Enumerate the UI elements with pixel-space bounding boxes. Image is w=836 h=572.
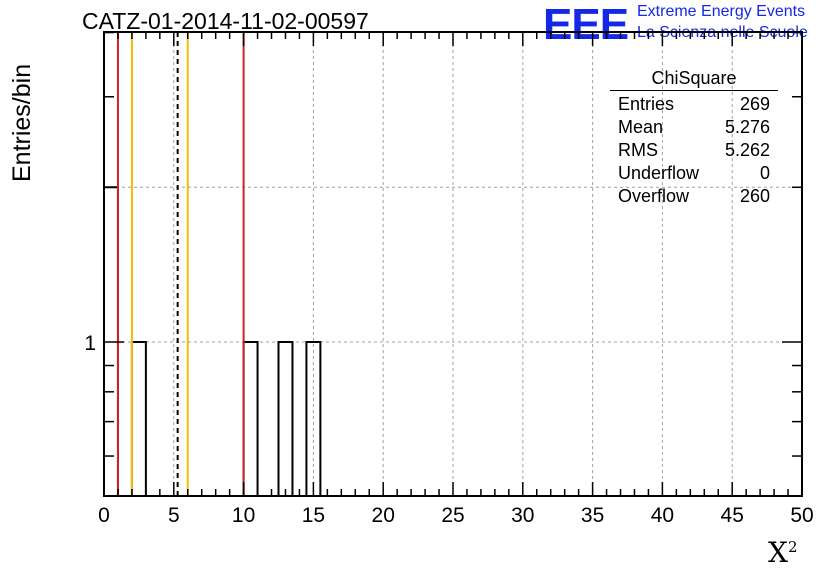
- stats-value: 5.262: [724, 140, 770, 160]
- stats-row-underflow: Underflow 0: [610, 162, 778, 185]
- stats-value: 0: [759, 163, 770, 183]
- reference-lines: [116, 32, 245, 496]
- stats-label: Mean: [618, 117, 664, 137]
- x-tick-label: 0: [98, 504, 110, 527]
- stats-value: 260: [739, 186, 770, 206]
- x-tick-label: 5: [168, 504, 180, 527]
- stats-value: 269: [739, 94, 770, 114]
- x-tick-label: 20: [372, 504, 395, 527]
- y-tick-label: 1: [84, 332, 96, 355]
- x-tick-label: 40: [651, 504, 674, 527]
- stats-box: ChiSquare Entries 269 Mean 5.276 RMS 5.262 …: [610, 68, 778, 208]
- logo-line-1: Extreme Energy Events: [637, 3, 806, 20]
- stats-label: Underflow: [618, 163, 700, 183]
- x-tick-label: 45: [721, 504, 744, 527]
- x-tick-label: 25: [441, 504, 464, 527]
- x-axis-label: X2: [768, 536, 797, 569]
- axis-ticks: 0 5 10 15 20 25 30 35 40 45 50 1: [84, 31, 814, 527]
- stats-row-overflow: Overflow 260: [610, 185, 778, 208]
- x-axis-label-superscript: 2: [787, 538, 798, 556]
- stats-label: Overflow: [618, 186, 690, 206]
- x-tick-label: 35: [581, 504, 604, 527]
- histogram-bin: [242, 341, 259, 496]
- x-tick-label: 10: [232, 504, 255, 527]
- stats-label: Entries: [618, 94, 675, 114]
- stats-label: RMS: [618, 140, 658, 160]
- x-tick-label: 15: [302, 504, 325, 527]
- chart-title: CATZ-01-2014-11-02-00597: [82, 8, 369, 34]
- stats-row-entries: Entries 269: [610, 93, 778, 116]
- stats-row-mean: Mean 5.276: [610, 116, 778, 139]
- stats-row-rms: RMS 5.262: [610, 139, 778, 162]
- x-tick-label: 30: [511, 504, 534, 527]
- histogram-bin: [130, 341, 147, 496]
- stats-value: 5.276: [724, 117, 770, 137]
- histogram-bin: [277, 341, 294, 496]
- x-tick-label: 50: [790, 504, 813, 527]
- histogram-bin: [305, 341, 322, 496]
- eee-logo-mark: EEE: [543, 0, 629, 49]
- x-axis-label-base: X: [768, 536, 788, 569]
- stats-box-title: ChiSquare: [610, 68, 778, 91]
